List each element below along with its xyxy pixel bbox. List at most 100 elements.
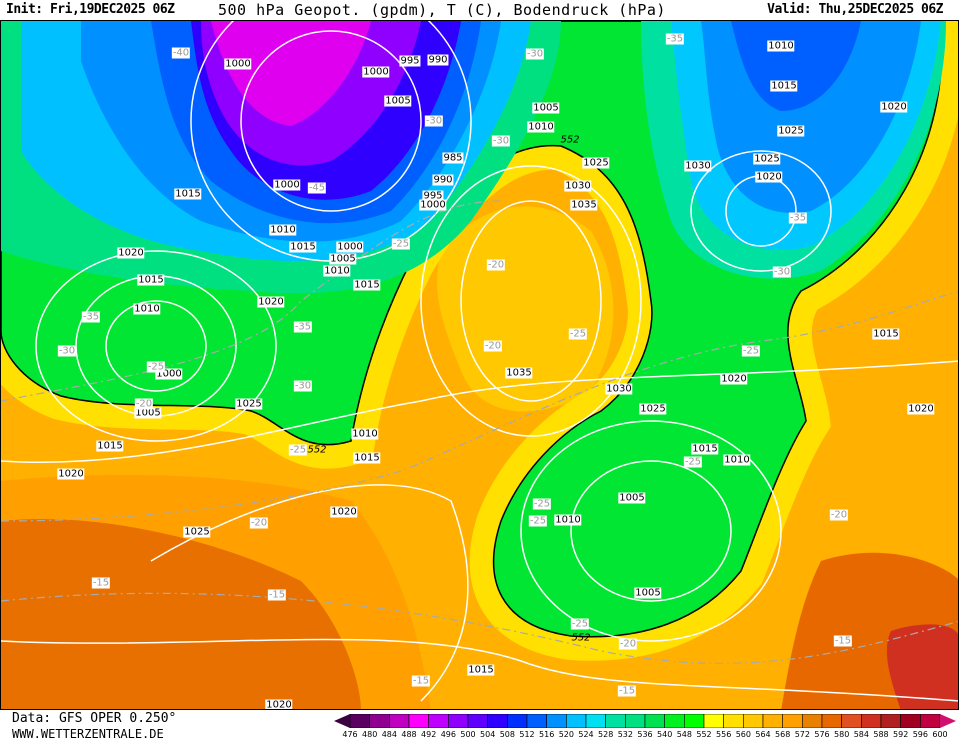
pressure-label: 1005 bbox=[618, 492, 646, 504]
pressure-label: 1020 bbox=[257, 296, 285, 308]
colorbar-tick-label: 592 bbox=[893, 730, 909, 739]
pressure-label: 1010 bbox=[323, 265, 351, 277]
colorbar-segment bbox=[605, 714, 626, 728]
colorbar-segment bbox=[861, 714, 882, 728]
pressure-label: 1015 bbox=[770, 80, 798, 92]
colorbar-tick-label: 480 bbox=[362, 730, 378, 739]
pressure-label: 1005 bbox=[532, 102, 560, 114]
pressure-label: 1020 bbox=[907, 403, 935, 415]
colorbar-segment bbox=[743, 714, 764, 728]
temperature-label: -30 bbox=[293, 380, 313, 392]
temperature-label: -15 bbox=[267, 589, 287, 601]
colorbar-segment bbox=[723, 714, 744, 728]
colorbar-segment bbox=[880, 714, 901, 728]
pressure-label: 1025 bbox=[235, 398, 263, 410]
colorbar-segment bbox=[900, 714, 921, 728]
field-magenta-west bbox=[211, 21, 371, 126]
colorbar-high-arrow bbox=[940, 714, 956, 728]
pressure-label: 1035 bbox=[570, 199, 598, 211]
colorbar-segment bbox=[920, 714, 941, 728]
colorbar-tick-label: 520 bbox=[558, 730, 574, 739]
pressure-label: 990 bbox=[432, 174, 454, 186]
pressure-label: 1020 bbox=[880, 101, 908, 113]
gpdm-552-label: 552 bbox=[571, 632, 591, 644]
colorbar-tick-label: 580 bbox=[834, 730, 850, 739]
temperature-label: -20 bbox=[249, 517, 269, 529]
temperature-label: -30 bbox=[57, 345, 77, 357]
header: Init: Fri,19DEC2025 06Z 500 hPa Geopot. … bbox=[0, 0, 959, 20]
data-source: Data: GFS OPER 0.250° bbox=[12, 711, 177, 726]
colorbar-tick-label: 476 bbox=[342, 730, 358, 739]
temperature-label: -40 bbox=[171, 47, 191, 59]
colorbar-segment bbox=[389, 714, 410, 728]
pressure-label: 1015 bbox=[353, 279, 381, 291]
colorbar bbox=[334, 714, 956, 728]
colorbar-tick-label: 560 bbox=[735, 730, 751, 739]
colorbar-segment bbox=[762, 714, 783, 728]
pressure-label: 1020 bbox=[117, 247, 145, 259]
pressure-label: 995 bbox=[399, 55, 421, 67]
isotherms bbox=[1, 200, 958, 665]
pressure-label: 1000 bbox=[273, 179, 301, 191]
gpdm-552-label: 552 bbox=[307, 444, 327, 456]
pressure-label: 1015 bbox=[353, 452, 381, 464]
map-title: 500 hPa Geopot. (gpdm), T (C), Bodendruc… bbox=[218, 1, 666, 19]
colorbar-segment bbox=[349, 714, 370, 728]
temperature-label: -25 bbox=[683, 456, 703, 468]
colorbar-segment bbox=[369, 714, 390, 728]
colorbar-tick-label: 524 bbox=[578, 730, 594, 739]
colorbar-segment bbox=[841, 714, 862, 728]
pressure-label: 1025 bbox=[639, 403, 667, 415]
temperature-label: -30 bbox=[424, 115, 444, 127]
colorbar-tick-label: 508 bbox=[499, 730, 515, 739]
pressure-label: 1025 bbox=[753, 153, 781, 165]
field-blue-east bbox=[731, 21, 861, 111]
field-red-east bbox=[886, 624, 958, 709]
init-time: Init: Fri,19DEC2025 06Z bbox=[6, 2, 175, 17]
temperature-label: -25 bbox=[146, 361, 166, 373]
pressure-label: 1015 bbox=[467, 664, 495, 676]
pressure-label: 1020 bbox=[330, 506, 358, 518]
pressure-label: 1005 bbox=[634, 587, 662, 599]
colorbar-segment bbox=[428, 714, 449, 728]
pressure-label: 1010 bbox=[554, 514, 582, 526]
colorbar-tick-label: 600 bbox=[932, 730, 948, 739]
colorbar-tick-label: 496 bbox=[440, 730, 456, 739]
pressure-label: 1000 bbox=[419, 199, 447, 211]
colorbar-segment bbox=[526, 714, 547, 728]
colorbar-segment bbox=[487, 714, 508, 728]
pressure-label: 1015 bbox=[174, 188, 202, 200]
field-ridge-core bbox=[437, 206, 614, 412]
colorbar-tick-label: 492 bbox=[421, 730, 437, 739]
pressure-label: 1005 bbox=[329, 253, 357, 265]
colorbar-tick-label: 528 bbox=[598, 730, 614, 739]
colorbar-tick-label: 568 bbox=[775, 730, 791, 739]
colorbar-segment bbox=[664, 714, 685, 728]
colorbar-segment bbox=[644, 714, 665, 728]
field-dark-orange bbox=[1, 519, 361, 709]
pressure-label: 985 bbox=[442, 152, 464, 164]
pressure-label: 1030 bbox=[684, 160, 712, 172]
pressure-label: 995 bbox=[422, 190, 444, 202]
temperature-label: -25 bbox=[568, 328, 588, 340]
colorbar-low-arrow bbox=[334, 714, 350, 728]
colorbar-segment bbox=[782, 714, 803, 728]
colorbar-tick-label: 484 bbox=[381, 730, 397, 739]
temperature-label: -35 bbox=[788, 212, 808, 224]
pressure-label: 1010 bbox=[133, 303, 161, 315]
pressure-label: 1010 bbox=[351, 428, 379, 440]
temperature-label: -35 bbox=[293, 321, 313, 333]
pressure-label: 1000 bbox=[224, 58, 252, 70]
temperature-label: -20 bbox=[486, 259, 506, 271]
temperature-label: -20 bbox=[134, 398, 154, 410]
temperature-label: -15 bbox=[411, 675, 431, 687]
colorbar-tick-label: 516 bbox=[539, 730, 555, 739]
colorbar-labels: 476 480 484 488 492 496 500 504 508 512 516 520 524 5… bbox=[334, 730, 956, 740]
pressure-label: 990 bbox=[427, 54, 449, 66]
colorbar-segment bbox=[566, 714, 587, 728]
colorbar-tick-label: 556 bbox=[716, 730, 732, 739]
temperature-label: -25 bbox=[288, 444, 308, 456]
colorbar-tick-label: 512 bbox=[519, 730, 535, 739]
colorbar-tick-label: 536 bbox=[637, 730, 653, 739]
temperature-label: -30 bbox=[525, 48, 545, 60]
